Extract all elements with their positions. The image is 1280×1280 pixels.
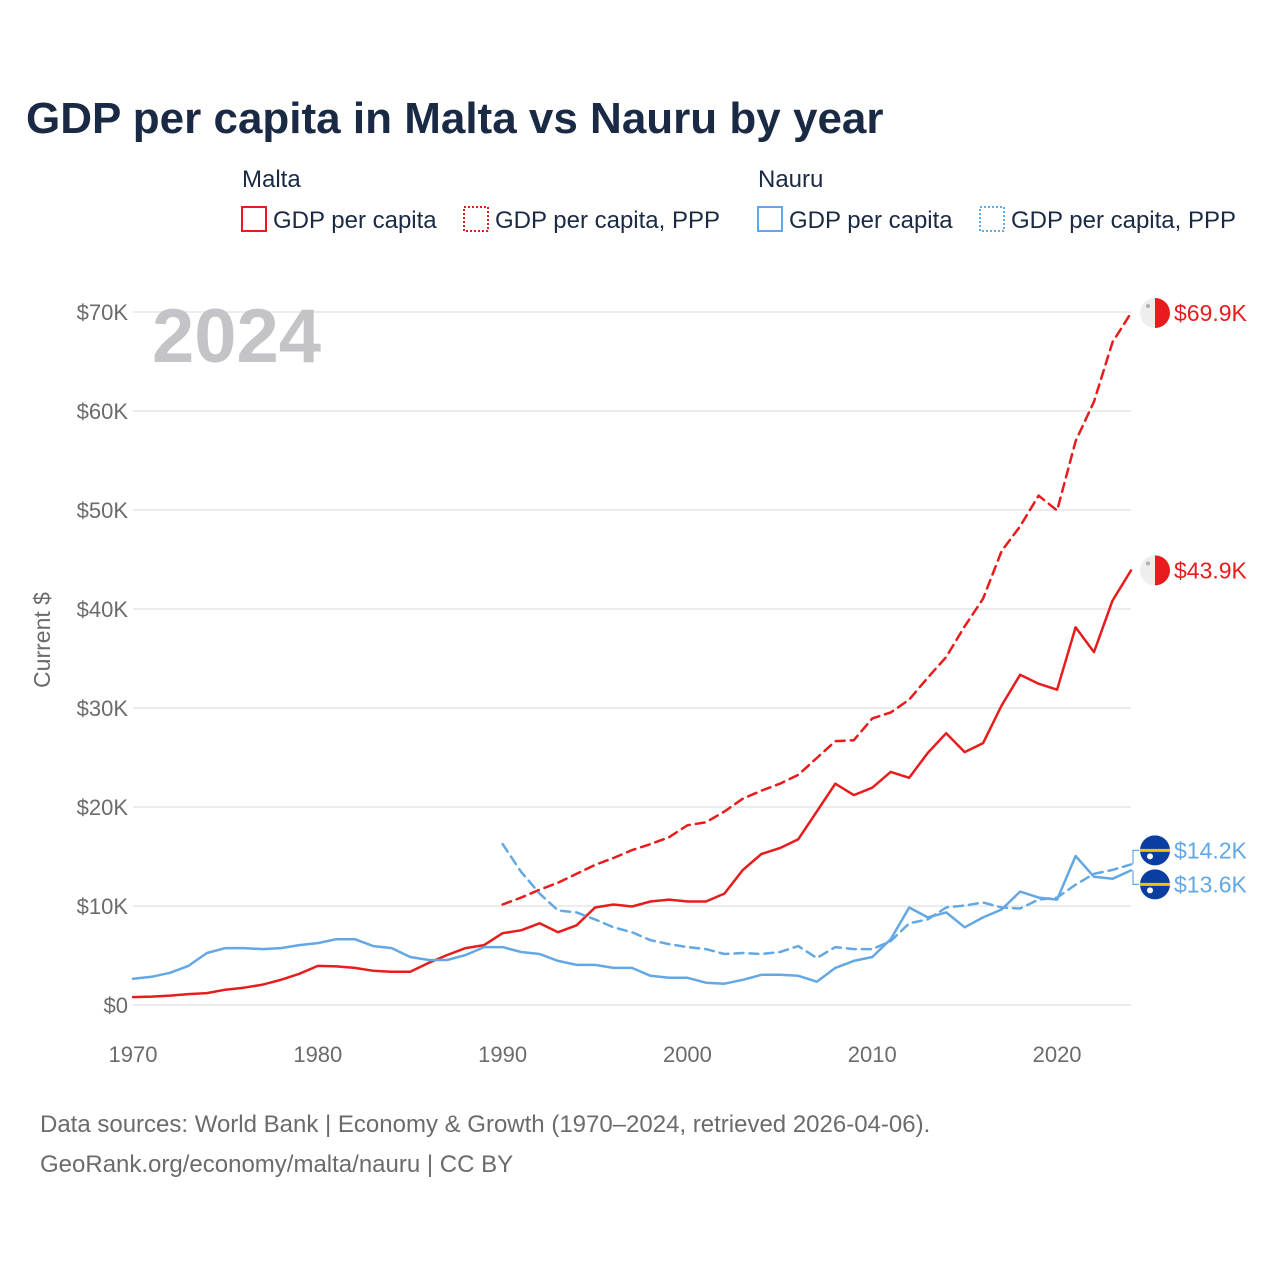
nauru-flag-icon: [1147, 853, 1153, 860]
grid: [133, 311, 1131, 1006]
y-tick-label: $30K: [77, 696, 129, 721]
malta-flag-icon: [1140, 297, 1155, 328]
end-value-label: $13.6K: [1174, 871, 1248, 897]
malta-flag-icon: [1146, 303, 1150, 308]
end-markers: $43.9K $69.9K $13.6K $14.2K: [1132, 297, 1248, 900]
legend-label-nauru-gdp[interactable]: GDP per capita: [789, 207, 953, 234]
legend-group-malta: Malta: [242, 166, 301, 193]
malta-flag-icon: [1155, 297, 1171, 328]
legend-label-nauru-ppp[interactable]: GDP per capita, PPP: [1011, 207, 1236, 234]
malta-flag-icon: [1155, 555, 1171, 586]
y-tick-label: $20K: [77, 795, 129, 820]
legend-label-malta-ppp[interactable]: GDP per capita, PPP: [495, 207, 720, 234]
legend-swatch-nauru-gdp[interactable]: [757, 206, 783, 232]
x-tick-label: 1970: [109, 1042, 158, 1067]
page-title: GDP per capita in Malta vs Nauru by year: [26, 94, 884, 143]
y-axis-title: Current $: [29, 592, 55, 688]
y-tick-label: $40K: [77, 597, 129, 622]
source-line-2[interactable]: GeoRank.org/economy/malta/nauru | CC BY: [40, 1151, 513, 1178]
series-line-malta-gdp[interactable]: [131, 569, 1133, 999]
end-value-label: $43.9K: [1174, 557, 1248, 583]
x-tick-label: 2020: [1033, 1042, 1082, 1067]
source-line-1: Data sources: World Bank | Economy & Gro…: [40, 1111, 930, 1138]
x-tick-label: 1980: [293, 1042, 342, 1067]
nauru-flag-icon: [1140, 882, 1170, 886]
end-value-label: $14.2K: [1174, 837, 1248, 863]
series-line-nauru-gdp[interactable]: [131, 854, 1133, 985]
legend-group-nauru: Nauru: [758, 166, 823, 193]
malta-flag-icon: [1146, 561, 1150, 566]
legend-swatch-malta-ppp[interactable]: [463, 206, 489, 232]
year-watermark: 2024: [152, 294, 321, 379]
x-tick-label: 1990: [478, 1042, 527, 1067]
x-tick-label: 2010: [848, 1042, 897, 1067]
malta-flag-icon: [1140, 555, 1155, 586]
legend-swatch-nauru-ppp[interactable]: [979, 206, 1005, 232]
legend-swatch-malta-gdp[interactable]: [241, 206, 267, 232]
series-line-malta-ppp[interactable]: [501, 311, 1133, 906]
y-tick-label: $10K: [77, 894, 129, 919]
series-layer: [131, 311, 1133, 999]
legend-label-malta-gdp[interactable]: GDP per capita: [273, 207, 437, 234]
y-tick-label: $60K: [77, 399, 129, 424]
end-connector: [1132, 849, 1139, 865]
end-connector: [1132, 870, 1139, 885]
nauru-flag-icon: [1140, 848, 1170, 852]
x-tick-label: 2000: [663, 1042, 712, 1067]
series-line-nauru-ppp[interactable]: [501, 842, 1133, 960]
y-tick-label: $70K: [77, 300, 129, 325]
y-tick-label: $0: [104, 993, 128, 1018]
y-axis: $0 $10K $20K $30K $40K $50K $60K $70K: [77, 300, 129, 1018]
end-value-label: $69.9K: [1174, 300, 1248, 326]
legend: Malta Nauru GDP per capita GDP per capit…: [241, 166, 1236, 234]
nauru-flag-icon: [1147, 887, 1153, 894]
y-tick-label: $50K: [77, 498, 129, 523]
x-axis: 1970 1980 1990 2000 2010 2020: [109, 1042, 1082, 1067]
